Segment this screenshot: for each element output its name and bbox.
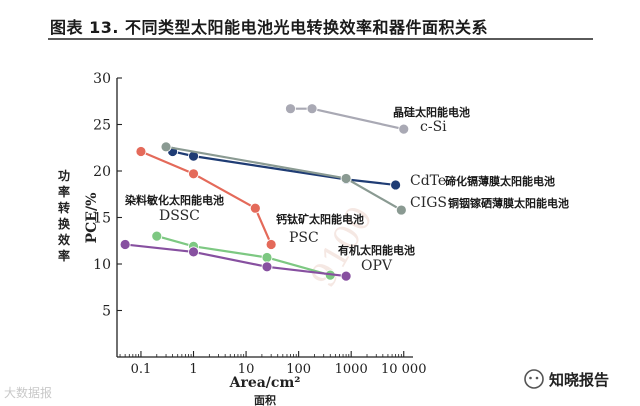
data-point-cigs [160,141,172,153]
watermark-right: 知晓报告 [523,368,609,390]
data-point-opv [261,261,273,273]
series-label-psc: PSC [289,230,319,246]
y-tick-label: 30 [93,71,111,87]
y-tick-label: 15 [93,211,111,227]
x-tick-label: 100 [286,362,311,377]
series-label-cn-opv: 有机太阳能电池 [338,243,415,257]
data-point-psc [265,239,277,250]
data-point-cigs [395,204,407,216]
y-tick-label: 10 [93,257,111,273]
data-point-psc [188,168,199,180]
chat-bubble-icon [524,369,544,389]
y-tick-label: 20 [93,164,111,180]
x-axis-label-cn: 面积 [254,393,276,406]
data-point-csi [398,123,410,135]
title-bar: 图表 13. 不同类型太阳能电池光电转换效率和器件面积关系 [0,0,640,44]
series-label-dssc: DSSC [159,208,200,224]
series-label-cn-psc: 钙钛矿太阳能电池 [276,212,364,226]
series-line-opv [125,243,347,278]
data-point-opv [340,270,352,282]
y-axis-label-cn: 功率转换效率 [58,168,71,263]
data-point-dssc [261,252,273,263]
x-tick-label: 10 000 [381,362,427,377]
series-label-csi: c-Si [420,119,447,135]
data-point-csi [306,103,318,115]
series-line-dssc [156,235,331,277]
x-tick-label: 1 [189,362,197,377]
data-point-opv [188,246,199,258]
series-label-opv: OPV [361,258,393,274]
series-line-csi [290,107,404,131]
data-point-psc [135,146,147,157]
watermark-left: 大数据报 [4,386,53,400]
series-label-cdte: CdTe [410,173,446,189]
x-tick-label: 0.1 [131,362,152,377]
y-axis-label: PCE/% [84,193,100,244]
data-point-dssc [151,230,163,242]
title-divider [48,38,593,40]
data-point-opv [119,239,131,250]
watermark-right-text: 知晓报告 [549,370,610,389]
series-line-psc [140,150,273,245]
data-point-cigs [340,173,352,184]
series-label-cn-csi: 晶硅太阳能电池 [393,105,470,119]
series-label-cn-cdte: 碲化镉薄膜太阳能电池 [445,174,555,188]
series-label-cn-dssc: 染料敏化太阳能电池 [125,193,224,207]
data-point-psc [249,202,261,214]
y-tick-label: 25 [93,118,111,134]
x-axis-label: Area/cm² [229,375,301,391]
series-label-cn-cigs: 铜铟镓硒薄膜太阳能电池 [447,196,569,210]
y-tick-label: 5 [102,304,111,320]
x-tick-label: 10 [238,362,255,377]
series-label-cigs: CIGS [410,195,447,211]
data-point-csi [285,103,296,115]
series-line-cdte [172,150,396,187]
x-tick-label: 1000 [335,362,368,377]
data-point-cdte [390,179,402,191]
chart-title: 图表 13. 不同类型太阳能电池光电转换效率和器件面积关系 [50,18,488,37]
